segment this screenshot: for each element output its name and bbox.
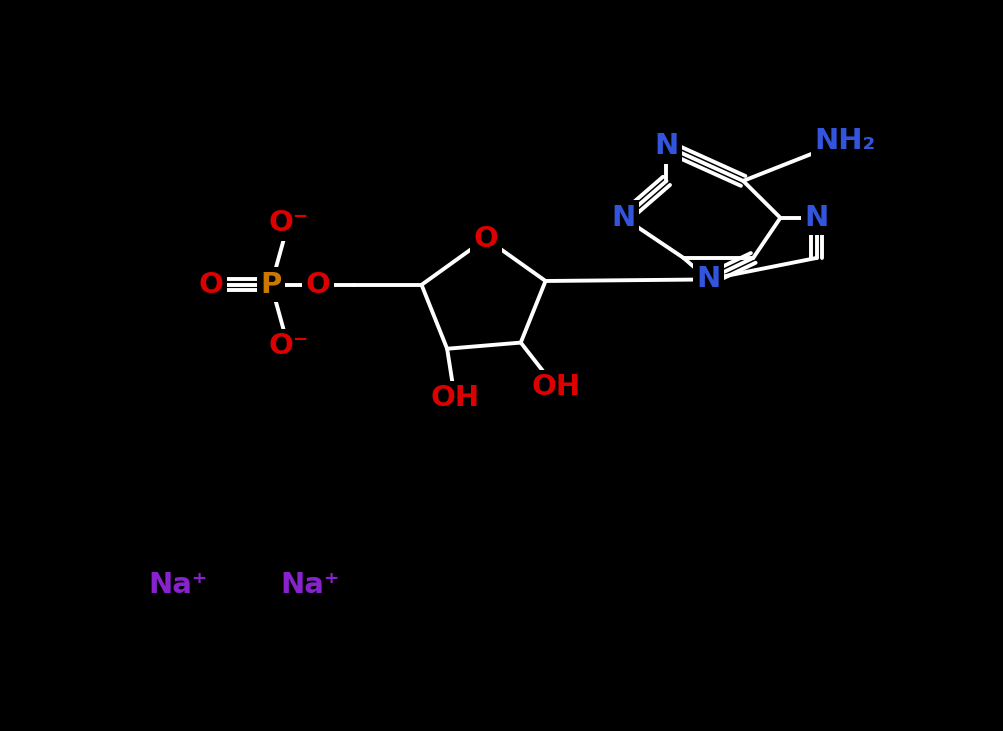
Text: OH: OH	[531, 374, 580, 401]
Text: O⁻: O⁻	[268, 209, 308, 238]
Text: O⁻: O⁻	[268, 333, 308, 360]
Text: P: P	[260, 271, 282, 299]
Text: OH: OH	[430, 384, 479, 412]
Text: O: O	[199, 271, 223, 299]
Text: N: N	[803, 204, 828, 232]
Text: N: N	[611, 204, 635, 232]
Text: Na⁺: Na⁺	[148, 571, 208, 599]
Text: Na⁺: Na⁺	[280, 571, 339, 599]
Text: O: O	[305, 271, 330, 299]
Text: O: O	[473, 224, 497, 253]
Text: N: N	[695, 265, 720, 293]
Text: N: N	[654, 132, 678, 160]
Text: NH₂: NH₂	[813, 127, 875, 155]
